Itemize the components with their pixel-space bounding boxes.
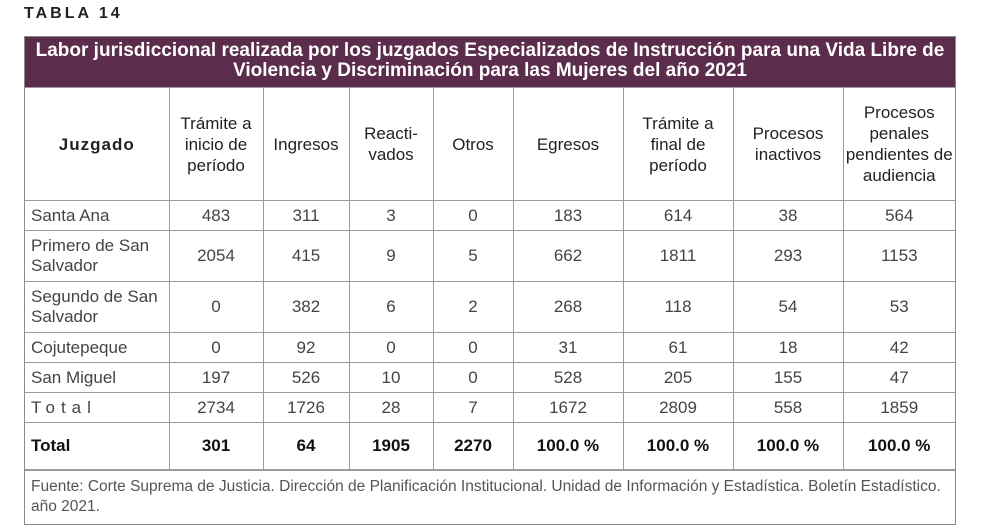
table-label: TABLA 14 <box>24 5 123 22</box>
cell: 528 <box>512 362 624 393</box>
cell: 3 <box>348 200 434 231</box>
cell: 54 <box>732 281 844 333</box>
row-name: Segundo de San Salvador <box>25 281 170 333</box>
cell: 311 <box>262 200 350 231</box>
cell: 1672 <box>512 392 624 423</box>
cell: 483 <box>168 200 264 231</box>
row-name: San Miguel <box>25 362 170 393</box>
cell: 564 <box>842 200 955 231</box>
data-table: Juzgado Trámite a inicio de período Ingr… <box>25 87 955 470</box>
cell: 2054 <box>168 230 264 282</box>
cell: 268 <box>512 281 624 333</box>
header-juzgado: Juzgado <box>25 87 170 201</box>
cell: 155 <box>732 362 844 393</box>
row-name: Total <box>25 422 170 470</box>
cell: 662 <box>512 230 624 282</box>
cell: 31 <box>512 332 624 363</box>
cell: 197 <box>168 362 264 393</box>
table-title: Labor jurisdiccional realizada por los j… <box>25 37 955 87</box>
header-ingresos: Ingresos <box>262 87 350 201</box>
cell: 100.0 % <box>512 422 624 470</box>
cell: 6 <box>348 281 434 333</box>
cell: 100.0 % <box>732 422 844 470</box>
cell: 526 <box>262 362 350 393</box>
cell: 0 <box>432 332 514 363</box>
cell: 9 <box>348 230 434 282</box>
cell: 100.0 % <box>622 422 734 470</box>
table-row: Primero de San Salvador 2054 415 9 5 662… <box>25 230 955 282</box>
totals-row: Total 2734 1726 28 7 1672 2809 558 1859 <box>25 392 955 423</box>
cell: 0 <box>168 281 264 333</box>
cell: 558 <box>732 392 844 423</box>
table-row: Segundo de San Salvador 0 382 6 2 268 11… <box>25 281 955 333</box>
cell: 183 <box>512 200 624 231</box>
cell: 38 <box>732 200 844 231</box>
cell: 64 <box>262 422 350 470</box>
cell: 92 <box>262 332 350 363</box>
cell: 0 <box>432 200 514 231</box>
cell: 28 <box>348 392 434 423</box>
cell: 53 <box>842 281 955 333</box>
cell: 614 <box>622 200 734 231</box>
cell: 1811 <box>622 230 734 282</box>
cell: 18 <box>732 332 844 363</box>
header-reactivados: Reacti-vados <box>348 87 434 201</box>
cell: 0 <box>432 362 514 393</box>
bold-totals-row: Total 301 64 1905 2270 100.0 % 100.0 % 1… <box>25 422 955 470</box>
cell: 5 <box>432 230 514 282</box>
cell: 205 <box>622 362 734 393</box>
cell: 2 <box>432 281 514 333</box>
row-name: Cojutepeque <box>25 332 170 363</box>
cell: 2270 <box>432 422 514 470</box>
row-name: Santa Ana <box>25 200 170 231</box>
header-row: Juzgado Trámite a inicio de período Ingr… <box>25 87 955 201</box>
header-procesos-inactivos: Procesos inactivos <box>732 87 844 201</box>
cell: 100.0 % <box>842 422 955 470</box>
header-tramite-inicio: Trámite a inicio de período <box>168 87 264 201</box>
table-row: Cojutepeque 0 92 0 0 31 61 18 42 <box>25 332 955 363</box>
row-name: Total <box>25 392 170 423</box>
header-otros: Otros <box>432 87 514 201</box>
row-name: Primero de San Salvador <box>25 230 170 282</box>
cell: 1153 <box>842 230 955 282</box>
cell: 1726 <box>262 392 350 423</box>
cell: 0 <box>348 332 434 363</box>
table-row: Santa Ana 483 311 3 0 183 614 38 564 <box>25 200 955 231</box>
header-tramite-final: Trámite a final de período <box>622 87 734 201</box>
cell: 1905 <box>348 422 434 470</box>
cell: 382 <box>262 281 350 333</box>
cell: 2734 <box>168 392 264 423</box>
cell: 7 <box>432 392 514 423</box>
cell: 118 <box>622 281 734 333</box>
cell: 0 <box>168 332 264 363</box>
table-frame: Labor jurisdiccional realizada por los j… <box>24 36 956 525</box>
cell: 47 <box>842 362 955 393</box>
cell: 42 <box>842 332 955 363</box>
cell: 415 <box>262 230 350 282</box>
cell: 61 <box>622 332 734 363</box>
cell: 2809 <box>622 392 734 423</box>
table-row: San Miguel 197 526 10 0 528 205 155 47 <box>25 362 955 393</box>
cell: 1859 <box>842 392 955 423</box>
cell: 10 <box>348 362 434 393</box>
header-procesos-pendientes: Procesos penales pendientes de audiencia <box>842 87 955 201</box>
cell: 293 <box>732 230 844 282</box>
cell: 301 <box>168 422 264 470</box>
header-egresos: Egresos <box>512 87 624 201</box>
source-footnote: Fuente: Corte Suprema de Justicia. Direc… <box>25 470 955 524</box>
